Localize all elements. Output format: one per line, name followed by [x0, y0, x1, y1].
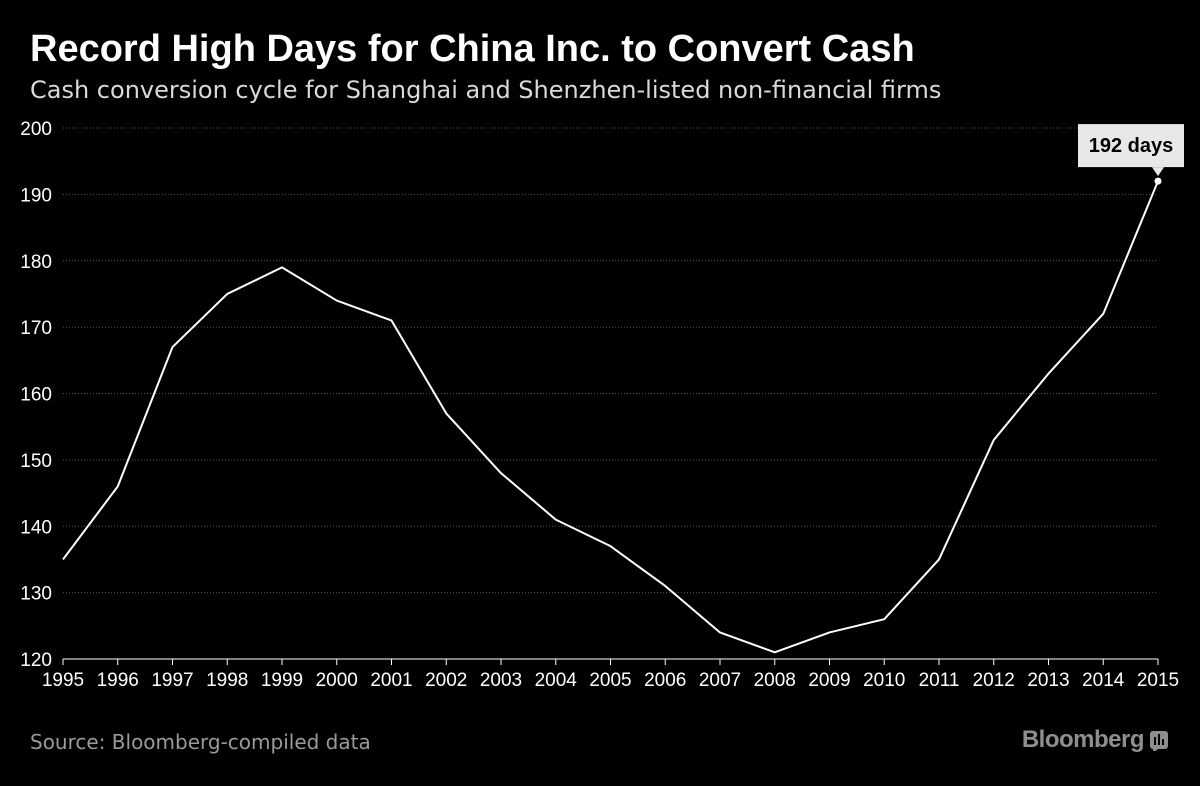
y-tick-label: 150 [20, 451, 52, 472]
x-tick-label: 2011 [919, 670, 960, 691]
annotation-pointer [1152, 167, 1164, 177]
brand-logo: Bloomberg [1022, 726, 1170, 754]
x-tick-label: 2000 [316, 670, 358, 691]
y-tick-label: 130 [20, 584, 52, 605]
x-tick-label: 1997 [151, 670, 193, 691]
x-tick-label: 2002 [425, 670, 467, 691]
y-tick-label: 120 [20, 650, 52, 671]
x-tick-label: 2012 [973, 670, 1015, 691]
x-tick-label: 2010 [863, 670, 905, 691]
chart-subtitle: Cash conversion cycle for Shanghai and S… [30, 76, 942, 104]
x-tick-label: 2004 [535, 670, 578, 691]
x-tick-label: 2003 [480, 670, 522, 691]
annotation-layer: 192 days [1078, 124, 1184, 185]
series-layer [62, 180, 1159, 654]
y-tick-label: 170 [20, 318, 52, 339]
x-tick-label: 2014 [1082, 670, 1125, 691]
chart-title: Record High Days for China Inc. to Conve… [30, 28, 915, 70]
x-tick-label: 1999 [261, 670, 303, 691]
y-tick-label: 190 [20, 185, 52, 206]
x-tick-label: 2013 [1027, 670, 1069, 691]
brand-name: Bloomberg [1021, 726, 1145, 753]
axis-layer: 120 130 140 150 160 170 180 190 200 1995 1996 1997 1… [20, 119, 1179, 691]
x-tick-label: 2007 [699, 670, 741, 691]
grid-layer [63, 127, 1158, 594]
series-line [62, 180, 1159, 654]
x-tick-label: 1996 [97, 670, 139, 691]
bloomberg-logo-icon [1150, 731, 1168, 751]
x-tick-label: 2009 [808, 670, 850, 691]
x-tick-label: 1998 [206, 670, 248, 691]
x-tick-label: 2006 [644, 670, 686, 691]
x-tick-label: 2008 [754, 670, 796, 691]
x-tick-label: 1995 [42, 670, 84, 691]
data-point-marker [1154, 177, 1162, 185]
annotation-box [1078, 124, 1184, 168]
x-tick-label: 2015 [1137, 670, 1179, 691]
x-tick-label: 2005 [589, 670, 631, 691]
x-tick-label: 2001 [370, 670, 412, 691]
y-tick-label: 180 [20, 252, 52, 273]
y-tick-label: 160 [20, 385, 52, 406]
y-tick-label: 200 [20, 119, 52, 140]
y-tick-label: 140 [20, 517, 52, 538]
source-note: Source: Bloomberg-compiled data [30, 730, 371, 754]
annotation-label: 192 days [1089, 135, 1174, 157]
